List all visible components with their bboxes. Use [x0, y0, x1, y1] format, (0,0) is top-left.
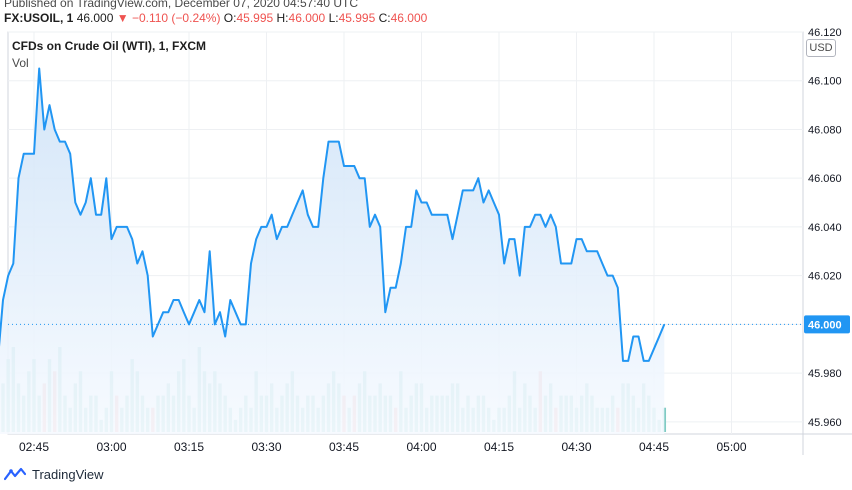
price-tick-label: 46.080: [808, 124, 842, 136]
tradingview-logo-icon[interactable]: [4, 467, 26, 481]
last-price-marker: 46.000: [8, 315, 850, 334]
last-price-value: 46.000: [76, 11, 114, 25]
high-label: H:: [276, 11, 289, 25]
close-label: C:: [378, 11, 391, 25]
time-tick-label: 03:15: [174, 440, 204, 454]
change-value: ▼ −0.110 (−0.24%): [116, 11, 221, 25]
last-price-tag-label: 46.000: [808, 319, 842, 331]
price-area-fill: [0, 68, 665, 434]
price-area: [0, 67, 666, 434]
legend-title: CFDs on Crude Oil (WTI), 1, FXCM: [12, 39, 206, 53]
price-tick-label: 46.120: [808, 27, 842, 39]
published-line: Published on TradingView.com, December 0…: [4, 0, 358, 10]
time-tick-label: 04:00: [406, 440, 436, 454]
time-tick-label: 04:30: [561, 440, 591, 454]
price-tick-label: 46.040: [808, 222, 842, 234]
low-value: 45.995: [338, 11, 376, 25]
close-value: 46.000: [390, 11, 428, 25]
last-price-tag: [804, 315, 850, 334]
time-tick-label: 04:15: [484, 440, 514, 454]
tradingview-brand[interactable]: TradingView: [32, 466, 104, 482]
ohlc-legend: FX:USOIL, 1 46.000 ▼ −0.110 (−0.24%) O:4…: [4, 11, 427, 25]
footer: TradingView: [4, 465, 104, 483]
time-scale: 02:45 03:00 03:15 03:30 03:45 04:00 04:15 04:30…: [19, 440, 747, 454]
time-tick-label: 03:30: [251, 440, 281, 454]
time-tick-label: 04:45: [639, 440, 669, 454]
price-tick-label: 46.100: [808, 76, 842, 88]
time-tick-label: 03:00: [96, 440, 126, 454]
price-line: [0, 67, 666, 362]
price-tick-label: 46.060: [808, 173, 842, 185]
low-label: L:: [328, 11, 339, 25]
volume-bar: [662, 407, 667, 432]
currency-button[interactable]: USD: [806, 39, 836, 57]
legend-vol: Vol: [12, 56, 29, 70]
time-tick-label: 02:45: [19, 440, 49, 454]
price-scale: 45.960 45.980 46.000 46.020 46.040 46.060 46.0…: [808, 27, 842, 429]
price-tick-label: 46.020: [808, 271, 842, 283]
symbol-label[interactable]: FX:USOIL, 1: [4, 11, 74, 25]
open-value: 45.995: [236, 11, 274, 25]
high-value: 46.000: [288, 11, 326, 25]
open-label: O:: [223, 11, 237, 25]
time-tick-label: 05:00: [716, 440, 746, 454]
price-tick-label: 45.980: [808, 368, 842, 380]
time-tick-label: 03:45: [329, 440, 359, 454]
price-tick-label: 45.960: [808, 417, 842, 429]
